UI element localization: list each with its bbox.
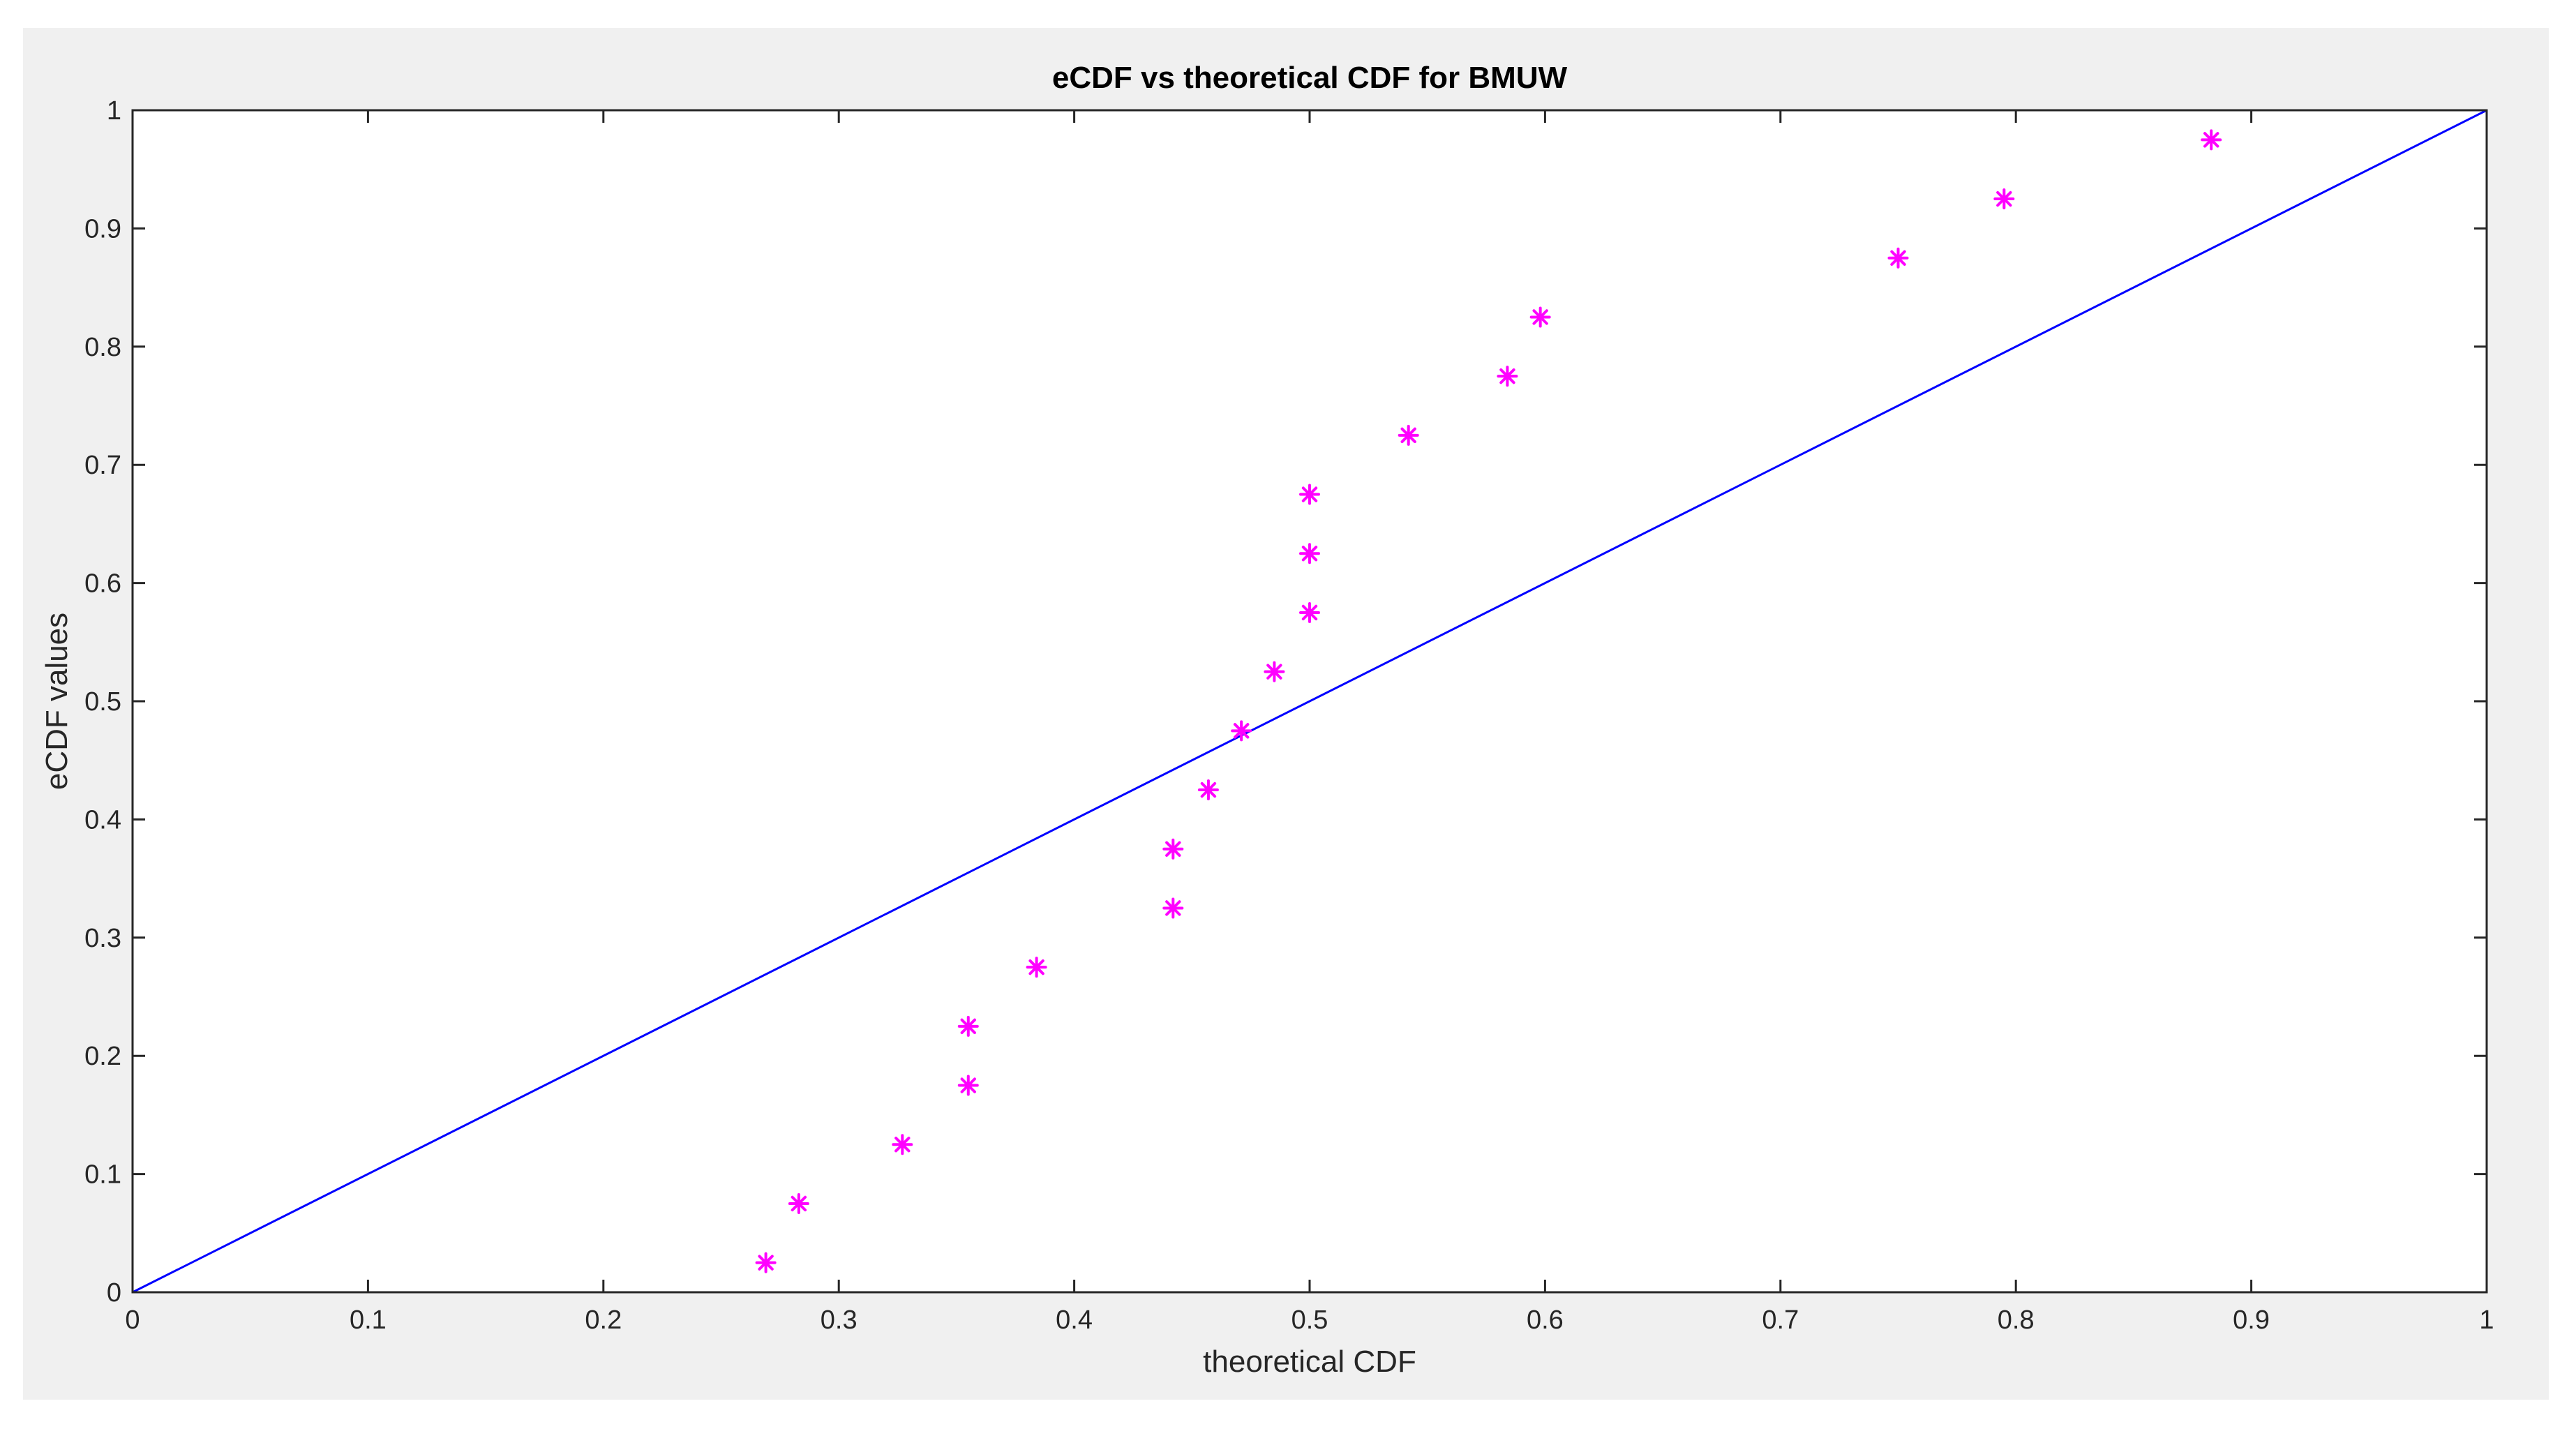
data-point [1398, 424, 1419, 446]
x-tick-label: 0 [125, 1305, 140, 1335]
data-point [1887, 247, 1909, 269]
data-point-stroke [960, 1077, 976, 1093]
x-tick-label: 0.4 [1056, 1305, 1093, 1335]
data-point-stroke [1233, 723, 1250, 739]
data-point [1197, 779, 1219, 801]
y-tick-label: 0.5 [84, 687, 121, 717]
y-tick-label: 0.6 [84, 569, 121, 599]
data-point [755, 1252, 777, 1273]
data-point [788, 1192, 809, 1214]
data-point [1497, 366, 1518, 387]
chart-title: eCDF vs theoretical CDF for BMUW [1052, 61, 1568, 95]
x-tick-label: 0.3 [821, 1305, 858, 1335]
data-point-stroke [1301, 546, 1318, 562]
data-points [755, 129, 2222, 1273]
y-axis-label: eCDF values [40, 613, 74, 790]
data-point-stroke [1532, 309, 1548, 325]
y-tick-label: 0 [107, 1278, 121, 1308]
y-tick-label: 0.7 [84, 451, 121, 480]
y-tick-label: 1 [107, 96, 121, 126]
y-tick-label: 0.8 [84, 333, 121, 362]
data-point-stroke [960, 1018, 976, 1035]
x-tick-label: 0.9 [2233, 1305, 2270, 1335]
y-tick-label: 0.1 [84, 1160, 121, 1190]
x-tick-label: 0.1 [350, 1305, 387, 1335]
data-point-stroke [758, 1255, 774, 1271]
data-point [957, 1075, 979, 1096]
x-axis-label: theoretical CDF [1203, 1345, 1416, 1379]
x-tick-label: 0.7 [1762, 1305, 1799, 1335]
x-tick-labels: 0 0.1 0.2 0.3 0.4 0.5 0.6 0.7 0.8 0.9 1 [125, 1305, 2494, 1335]
data-point-stroke [1200, 781, 1217, 798]
plot-border [131, 109, 2488, 1294]
data-point [1264, 661, 1285, 682]
data-point-stroke [1499, 368, 1515, 384]
data-point-stroke [1165, 900, 1181, 916]
data-point-stroke [1301, 486, 1318, 502]
y-tick-label: 0.9 [84, 214, 121, 244]
data-point-stroke [1996, 190, 2012, 207]
data-point [1529, 306, 1551, 328]
reference-line [132, 109, 2487, 1294]
data-point-stroke [1301, 604, 1318, 621]
data-point [1299, 543, 1320, 564]
data-point-stroke [791, 1195, 807, 1212]
axis-ticks [131, 109, 2488, 1294]
y-tick-label: 0.4 [84, 805, 121, 835]
x-tick-label: 0.6 [1527, 1305, 1564, 1335]
data-point-stroke [894, 1137, 911, 1153]
data-point [1231, 720, 1252, 742]
data-point [892, 1134, 913, 1155]
data-point-stroke [1266, 664, 1282, 680]
data-point [1299, 601, 1320, 623]
data-point-stroke [1165, 841, 1181, 857]
x-tick-label: 0.2 [585, 1305, 622, 1335]
reference-line-group [132, 109, 2487, 1294]
data-point-stroke [1028, 959, 1044, 975]
data-point [1162, 897, 1184, 919]
y-tick-label: 0.3 [84, 924, 121, 953]
data-point-stroke [1400, 427, 1416, 444]
data-point [1993, 188, 2015, 210]
data-point [1299, 484, 1320, 505]
data-point [2201, 129, 2222, 151]
data-point-stroke [1890, 250, 1906, 266]
x-tick-label: 1 [2479, 1305, 2494, 1335]
y-tick-label: 0.2 [84, 1042, 121, 1071]
data-point [957, 1015, 979, 1037]
data-point [1026, 957, 1047, 978]
y-tick-labels: 0 0.1 0.2 0.3 0.4 0.5 0.6 0.7 0.8 0.9 1 [84, 96, 121, 1308]
x-tick-label: 0.8 [1998, 1305, 2035, 1335]
x-tick-label: 0.5 [1291, 1305, 1328, 1335]
data-point-stroke [2203, 132, 2219, 148]
data-point [1162, 838, 1184, 860]
